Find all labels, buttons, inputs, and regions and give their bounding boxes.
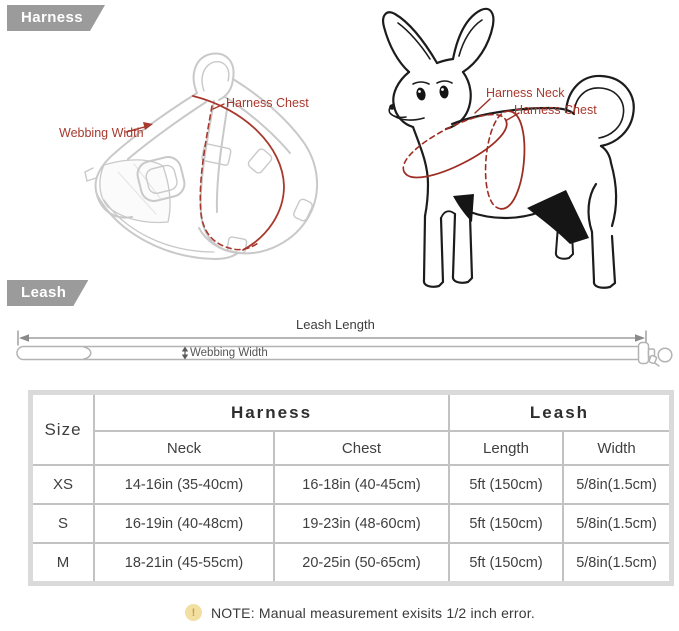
table-row-xs-chest: 16-18in (40-45cm) bbox=[275, 466, 448, 503]
table-row-m-width: 5/8in(1.5cm) bbox=[564, 544, 669, 581]
table-row-s-chest: 19-23in (48-60cm) bbox=[275, 505, 448, 542]
leash-length-right-arrowhead-icon bbox=[635, 334, 645, 342]
table-row-m-size: M bbox=[33, 544, 93, 581]
harness-chest-label: Harness Chest bbox=[226, 96, 309, 110]
exclamation-icon: ! bbox=[185, 604, 202, 621]
table-row-m-length: 5ft (150cm) bbox=[450, 544, 562, 581]
leash-length-left-arrowhead-icon bbox=[19, 334, 29, 342]
leash-section-banner: Leash bbox=[7, 280, 88, 306]
table-row-s-length: 5ft (150cm) bbox=[450, 505, 562, 542]
table-row-xs-length: 5ft (150cm) bbox=[450, 466, 562, 503]
leash-diagram-drawing bbox=[16, 330, 673, 367]
table-row-s-neck: 16-19in (40-48cm) bbox=[95, 505, 273, 542]
table-row-xs-width: 5/8in(1.5cm) bbox=[564, 466, 669, 503]
webbing-up-arrowhead-icon bbox=[181, 346, 189, 352]
table-row-m-neck: 18-21in (45-55cm) bbox=[95, 544, 273, 581]
dog-sketch-drawing bbox=[382, 7, 635, 289]
size-table: Size Harness Leash Neck Chest Length Wid… bbox=[28, 390, 674, 586]
dog-harness-chest-label: Harness Chest bbox=[514, 103, 597, 117]
table-row-s-width: 5/8in(1.5cm) bbox=[564, 505, 669, 542]
table-row-xs-neck: 14-16in (35-40cm) bbox=[95, 466, 273, 503]
table-header-chest: Chest bbox=[275, 432, 448, 464]
webbing-down-arrowhead-icon bbox=[181, 354, 189, 360]
table-header-leash-group: Leash bbox=[450, 395, 669, 430]
table-header-harness-group: Harness bbox=[95, 395, 448, 430]
harness-measurement-marks bbox=[125, 95, 285, 251]
table-row-s-size: S bbox=[33, 505, 93, 542]
note-text: NOTE: Manual measurement exisits 1/2 inc… bbox=[211, 604, 535, 621]
webbing-width-arrowhead-icon bbox=[143, 122, 153, 130]
harness-section-banner: Harness bbox=[7, 5, 105, 31]
table-header-neck: Neck bbox=[95, 432, 273, 464]
leash-handle-seam bbox=[83, 346, 92, 360]
harness-sketch-drawing bbox=[84, 52, 319, 261]
table-row-m-chest: 20-25in (50-65cm) bbox=[275, 544, 448, 581]
table-header-size: Size bbox=[33, 395, 93, 464]
leash-length-label: Leash Length bbox=[296, 317, 375, 332]
dog-measurement-marks bbox=[402, 98, 526, 210]
table-row-xs-size: XS bbox=[33, 466, 93, 503]
table-header-width: Width bbox=[564, 432, 669, 464]
table-header-length: Length bbox=[450, 432, 562, 464]
harness-webbing-width-label: Webbing Width bbox=[59, 126, 144, 140]
measurement-note: ! NOTE: Manual measurement exisits 1/2 i… bbox=[185, 604, 535, 621]
leash-webbing-width-label: Webbing Width bbox=[190, 347, 268, 359]
leash-clasp-icon bbox=[637, 341, 673, 367]
dog-harness-neck-label: Harness Neck bbox=[486, 86, 565, 100]
